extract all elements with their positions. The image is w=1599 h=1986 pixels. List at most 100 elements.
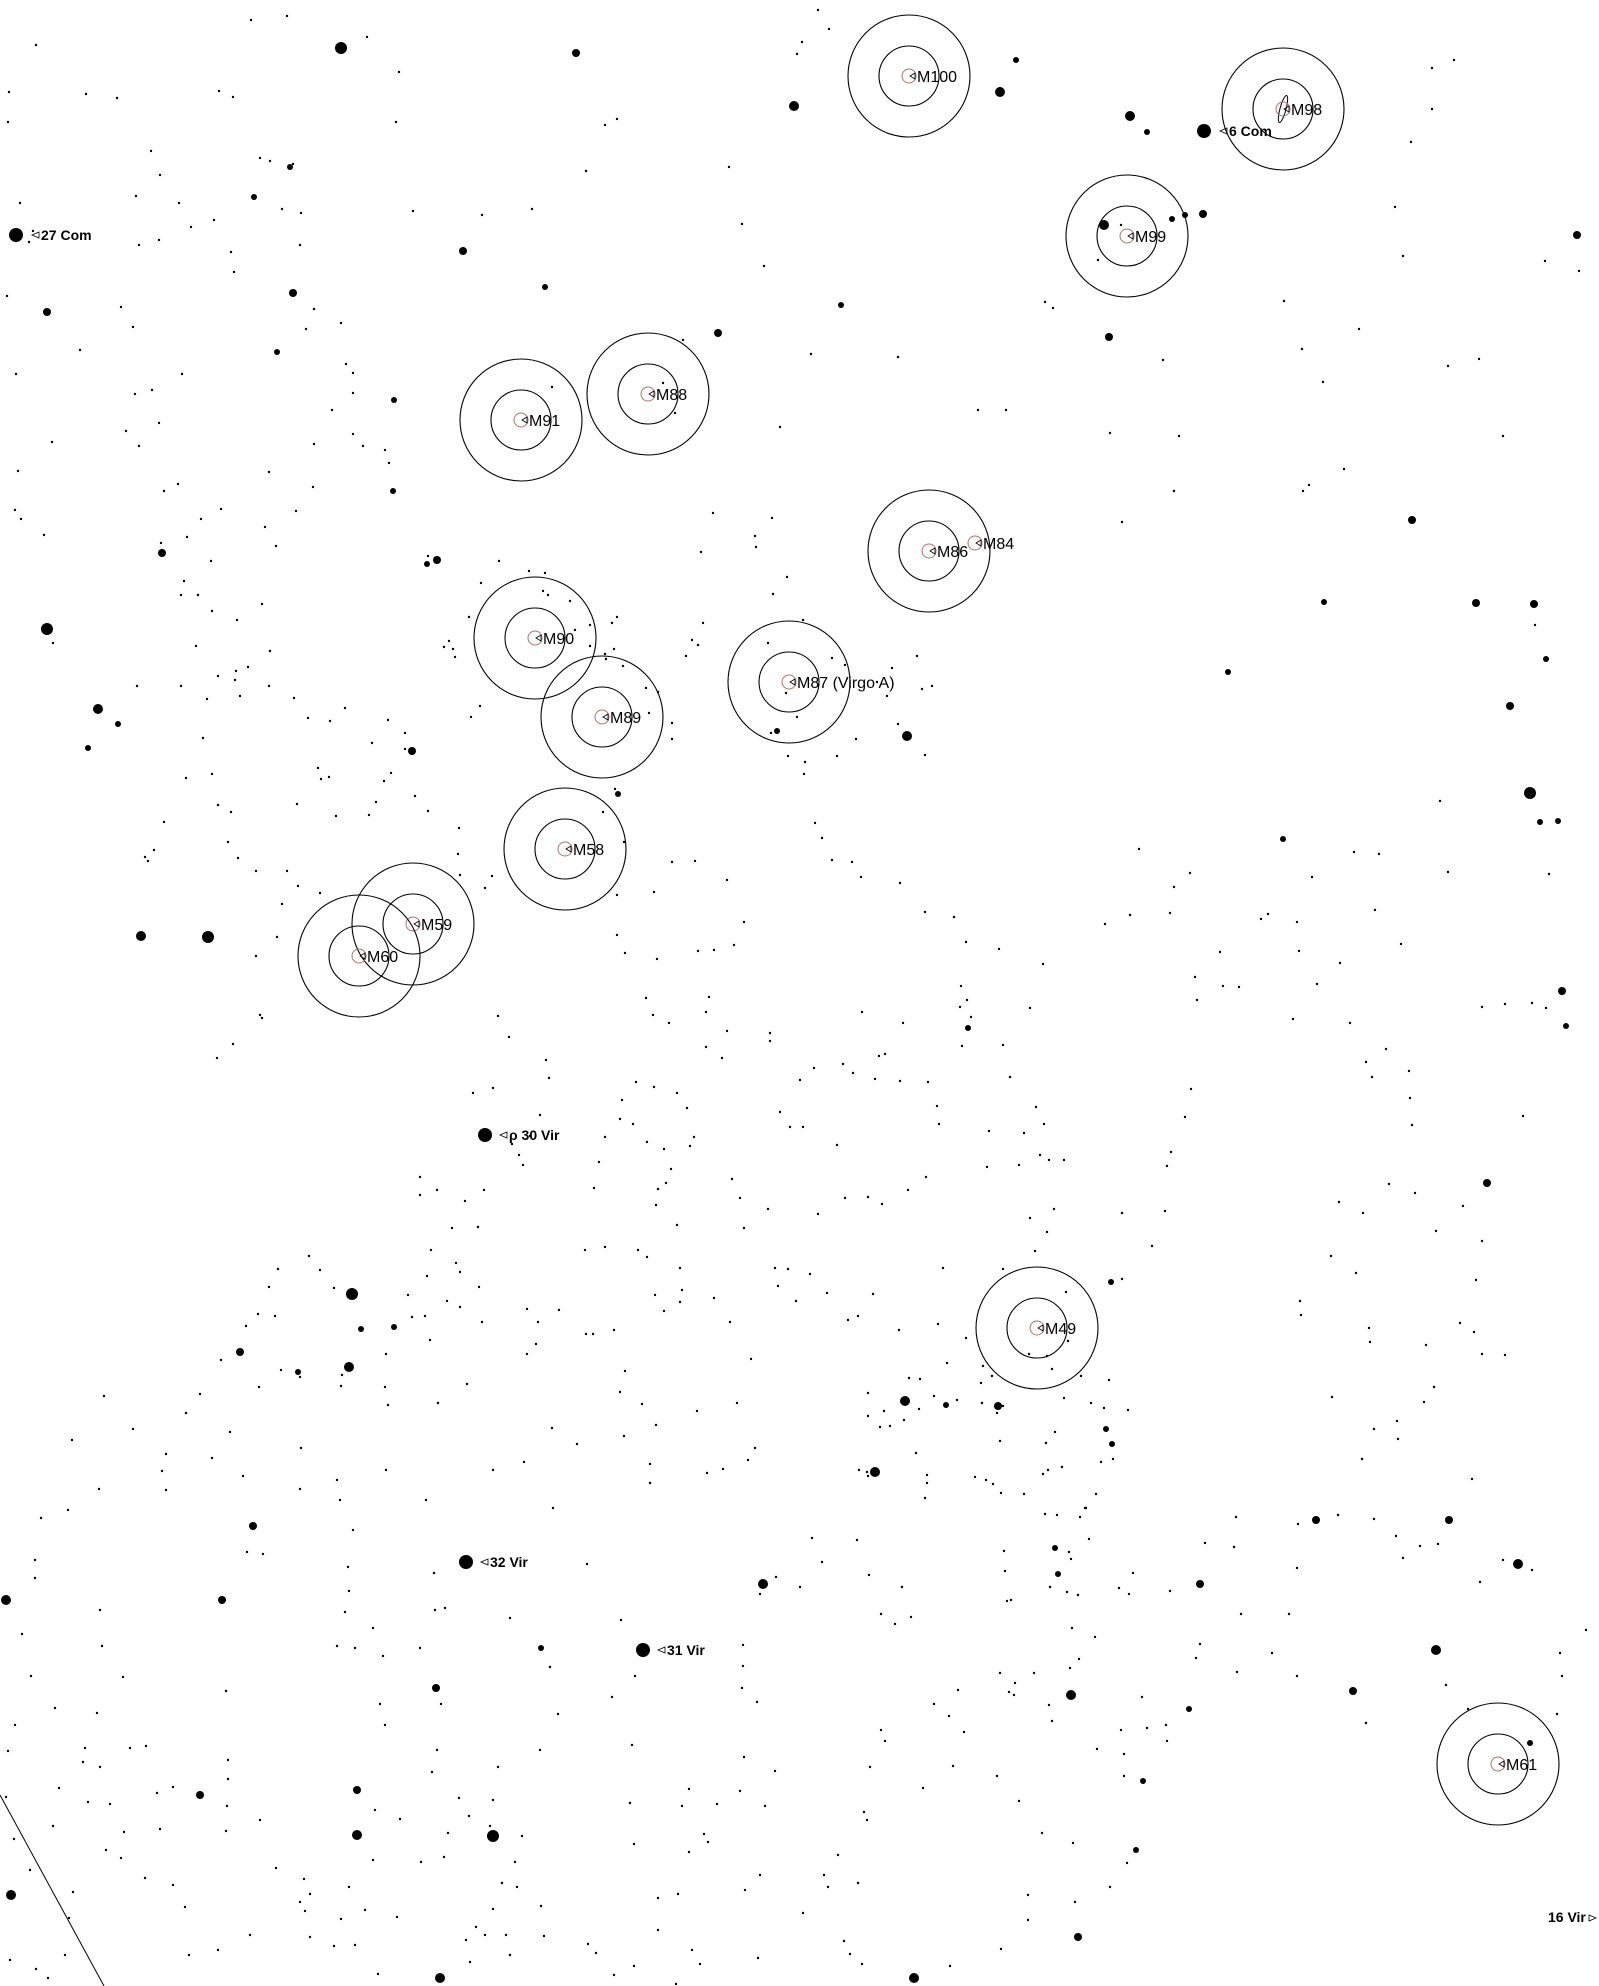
star [408,747,416,755]
star [1008,1075,1012,1079]
star [692,1135,696,1139]
star [513,1860,517,1864]
star [1038,1153,1042,1157]
star [1183,1115,1187,1119]
star [623,1369,627,1373]
star [1164,1723,1168,1727]
star [1312,1516,1320,1524]
star [1044,1441,1048,1445]
star [740,222,744,226]
star [1329,1254,1333,1258]
star [945,1361,949,1365]
star [612,1328,616,1332]
star [1066,1339,1070,1343]
star [551,1506,555,1510]
star [183,1905,187,1909]
star [338,1498,342,1502]
star [1506,702,1514,710]
star [136,931,146,941]
star [1367,1326,1371,1330]
star [728,1320,732,1324]
star [550,385,554,389]
star [676,1892,680,1896]
star [1052,1545,1058,1551]
star [184,776,188,780]
star [808,1272,812,1276]
star [648,1481,652,1485]
star [701,621,705,625]
star [795,715,799,719]
star [890,666,894,670]
star [897,1328,901,1332]
star [1041,962,1045,966]
star [995,1774,999,1778]
star [1501,434,1505,438]
star [1364,1060,1368,1064]
star [789,101,799,111]
star [1003,1569,1007,1573]
star [1087,1537,1091,1541]
label-pointer [479,1558,489,1566]
star [875,680,879,684]
star [1301,489,1305,493]
star [925,1473,929,1477]
star [131,1427,135,1431]
star [854,737,858,741]
star [1235,1670,1239,1674]
star [902,1418,906,1422]
star [1413,1191,1417,1195]
star [859,875,863,879]
star [1052,1207,1056,1211]
star [857,1468,861,1472]
star [318,1268,322,1272]
boundary-line [0,1794,105,1986]
star [143,1876,147,1880]
star [923,910,927,914]
star [491,1468,495,1472]
star [1387,1182,1391,1186]
star [463,1199,467,1203]
galaxy-marker: M100 [847,14,971,138]
galaxy-core [967,535,983,551]
star [267,684,271,688]
star [630,1743,634,1747]
galaxy-marker: M61 [1436,1702,1560,1826]
star [406,1293,410,1297]
label-pointer [975,539,982,547]
star [451,647,455,651]
star [1370,1075,1374,1079]
star [896,355,900,359]
star [201,736,205,740]
star [867,1573,871,1577]
star [1196,1580,1204,1588]
star [788,1125,792,1129]
star [244,1324,248,1328]
star [1348,1021,1352,1025]
star [81,1760,85,1764]
galaxy-marker: M88 [586,332,710,456]
star [838,302,844,308]
star [50,440,54,444]
star [298,1900,302,1904]
star [228,1430,232,1434]
star [196,1791,204,1799]
star [1194,1656,1198,1660]
star [693,859,697,863]
star [1108,1885,1112,1889]
star [274,349,280,355]
star [896,722,900,726]
star [236,856,240,860]
star [108,1802,112,1806]
star [1047,1158,1051,1162]
label-pointer [1037,1324,1044,1332]
star [445,1299,449,1303]
star [725,1029,729,1033]
star [267,470,271,474]
star [347,1885,351,1889]
star [631,1122,635,1126]
star [592,1186,596,1190]
star [363,1908,367,1912]
star [1237,985,1241,989]
star [995,87,1005,97]
